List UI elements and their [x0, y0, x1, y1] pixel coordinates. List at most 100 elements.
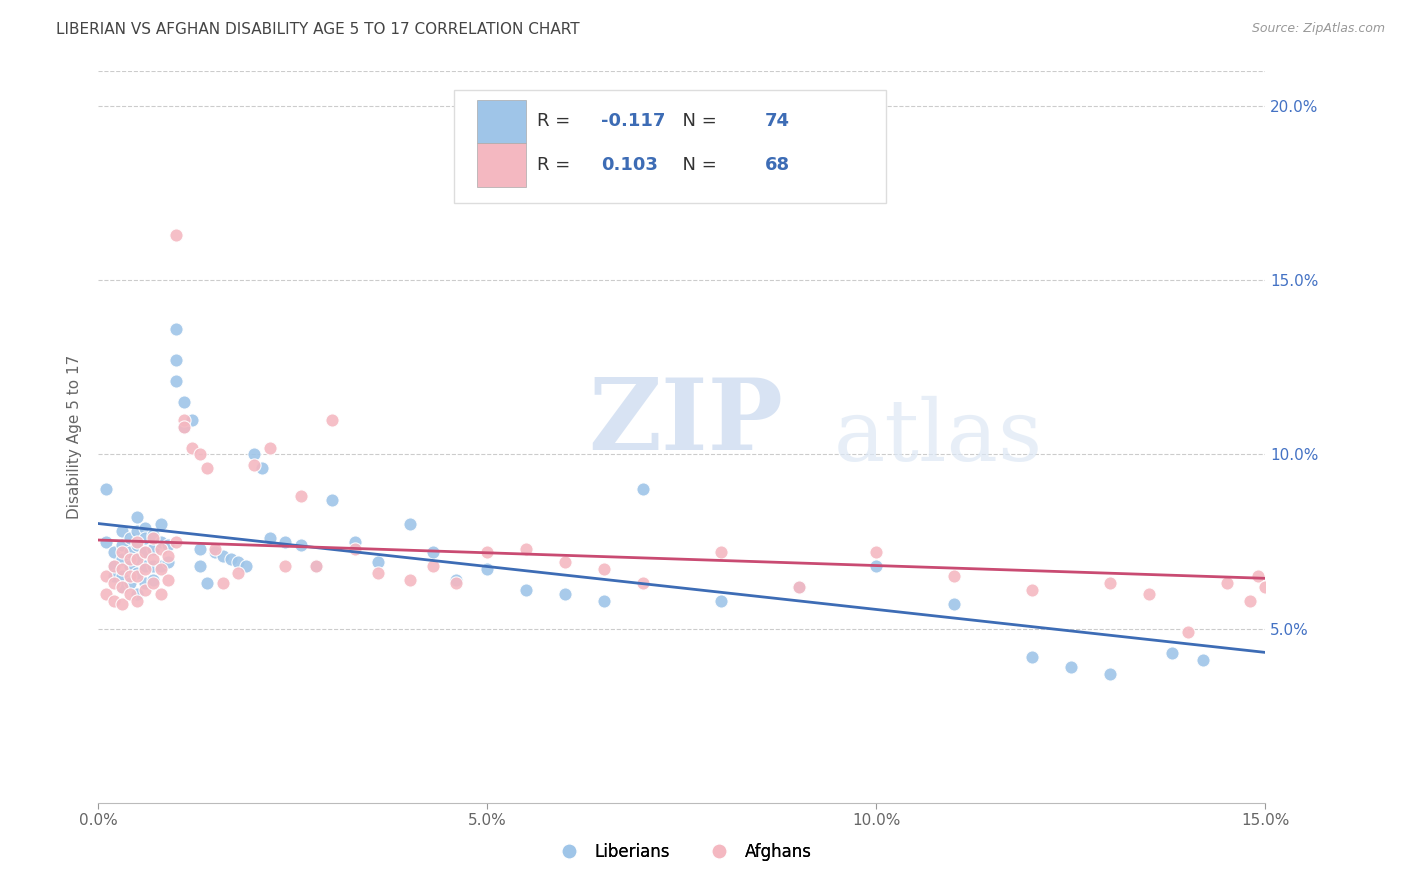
- Point: [111, 597, 134, 611]
- Point: [367, 566, 389, 580]
- Point: [118, 531, 141, 545]
- Point: [1270, 538, 1292, 552]
- Point: [165, 228, 187, 243]
- Point: [142, 576, 165, 591]
- Point: [593, 594, 616, 608]
- Point: [180, 441, 202, 455]
- FancyBboxPatch shape: [454, 90, 886, 203]
- Text: -0.117: -0.117: [602, 112, 666, 130]
- Point: [111, 545, 134, 559]
- Point: [593, 562, 616, 576]
- Point: [477, 562, 499, 576]
- Point: [1161, 646, 1184, 660]
- Point: [134, 576, 156, 591]
- Point: [127, 587, 149, 601]
- Point: [111, 580, 134, 594]
- Point: [103, 558, 125, 573]
- Point: [243, 458, 266, 472]
- Point: [1192, 653, 1215, 667]
- Point: [1021, 649, 1043, 664]
- Point: [274, 558, 297, 573]
- Point: [118, 587, 141, 601]
- Point: [367, 556, 389, 570]
- Point: [165, 375, 187, 389]
- Text: atlas: atlas: [834, 395, 1043, 479]
- Text: N =: N =: [672, 112, 723, 130]
- Point: [321, 412, 343, 426]
- Point: [398, 517, 420, 532]
- Point: [1263, 556, 1285, 570]
- Point: [127, 552, 149, 566]
- Point: [127, 524, 149, 538]
- Point: [96, 569, 118, 583]
- Point: [515, 583, 537, 598]
- Point: [149, 587, 172, 601]
- Point: [103, 594, 125, 608]
- Point: [127, 510, 149, 524]
- Point: [1177, 625, 1199, 640]
- Point: [477, 545, 499, 559]
- Text: 68: 68: [765, 156, 790, 174]
- Point: [1246, 569, 1268, 583]
- Point: [422, 545, 444, 559]
- FancyBboxPatch shape: [477, 144, 526, 186]
- Point: [157, 549, 180, 563]
- Text: N =: N =: [672, 156, 723, 174]
- Point: [111, 552, 134, 566]
- Point: [865, 545, 887, 559]
- Point: [118, 552, 141, 566]
- Point: [446, 576, 468, 591]
- Point: [1215, 576, 1237, 591]
- Point: [228, 556, 250, 570]
- Point: [710, 594, 733, 608]
- Point: [165, 322, 187, 336]
- Point: [787, 580, 810, 594]
- Point: [142, 531, 165, 545]
- Point: [446, 573, 468, 587]
- Point: [134, 531, 156, 545]
- Point: [1098, 667, 1121, 681]
- Point: [142, 527, 165, 541]
- Point: [157, 556, 180, 570]
- Point: [204, 541, 226, 556]
- Point: [422, 558, 444, 573]
- Point: [865, 558, 887, 573]
- Point: [127, 538, 149, 552]
- Point: [142, 573, 165, 587]
- Point: [118, 545, 141, 559]
- Point: [96, 587, 118, 601]
- Point: [250, 461, 273, 475]
- Text: Source: ZipAtlas.com: Source: ZipAtlas.com: [1251, 22, 1385, 36]
- Point: [212, 576, 235, 591]
- Point: [173, 419, 195, 434]
- Point: [165, 534, 187, 549]
- Text: 0.103: 0.103: [602, 156, 658, 174]
- Point: [103, 576, 125, 591]
- Point: [1137, 587, 1160, 601]
- Text: LIBERIAN VS AFGHAN DISABILITY AGE 5 TO 17 CORRELATION CHART: LIBERIAN VS AFGHAN DISABILITY AGE 5 TO 1…: [56, 22, 579, 37]
- Point: [554, 587, 576, 601]
- Point: [710, 545, 733, 559]
- Point: [787, 580, 810, 594]
- Point: [305, 558, 328, 573]
- Point: [188, 558, 211, 573]
- Point: [127, 534, 149, 549]
- Text: R =: R =: [537, 156, 576, 174]
- Point: [398, 573, 420, 587]
- Point: [103, 569, 125, 583]
- Point: [127, 552, 149, 566]
- Point: [180, 412, 202, 426]
- Point: [344, 534, 367, 549]
- Point: [134, 562, 156, 576]
- Point: [149, 562, 172, 576]
- Point: [103, 558, 125, 573]
- Point: [290, 489, 312, 503]
- Point: [1278, 521, 1301, 535]
- Text: R =: R =: [537, 112, 576, 130]
- Point: [259, 441, 281, 455]
- Point: [219, 552, 242, 566]
- Point: [173, 419, 195, 434]
- Point: [142, 558, 165, 573]
- Point: [188, 448, 211, 462]
- Point: [118, 576, 141, 591]
